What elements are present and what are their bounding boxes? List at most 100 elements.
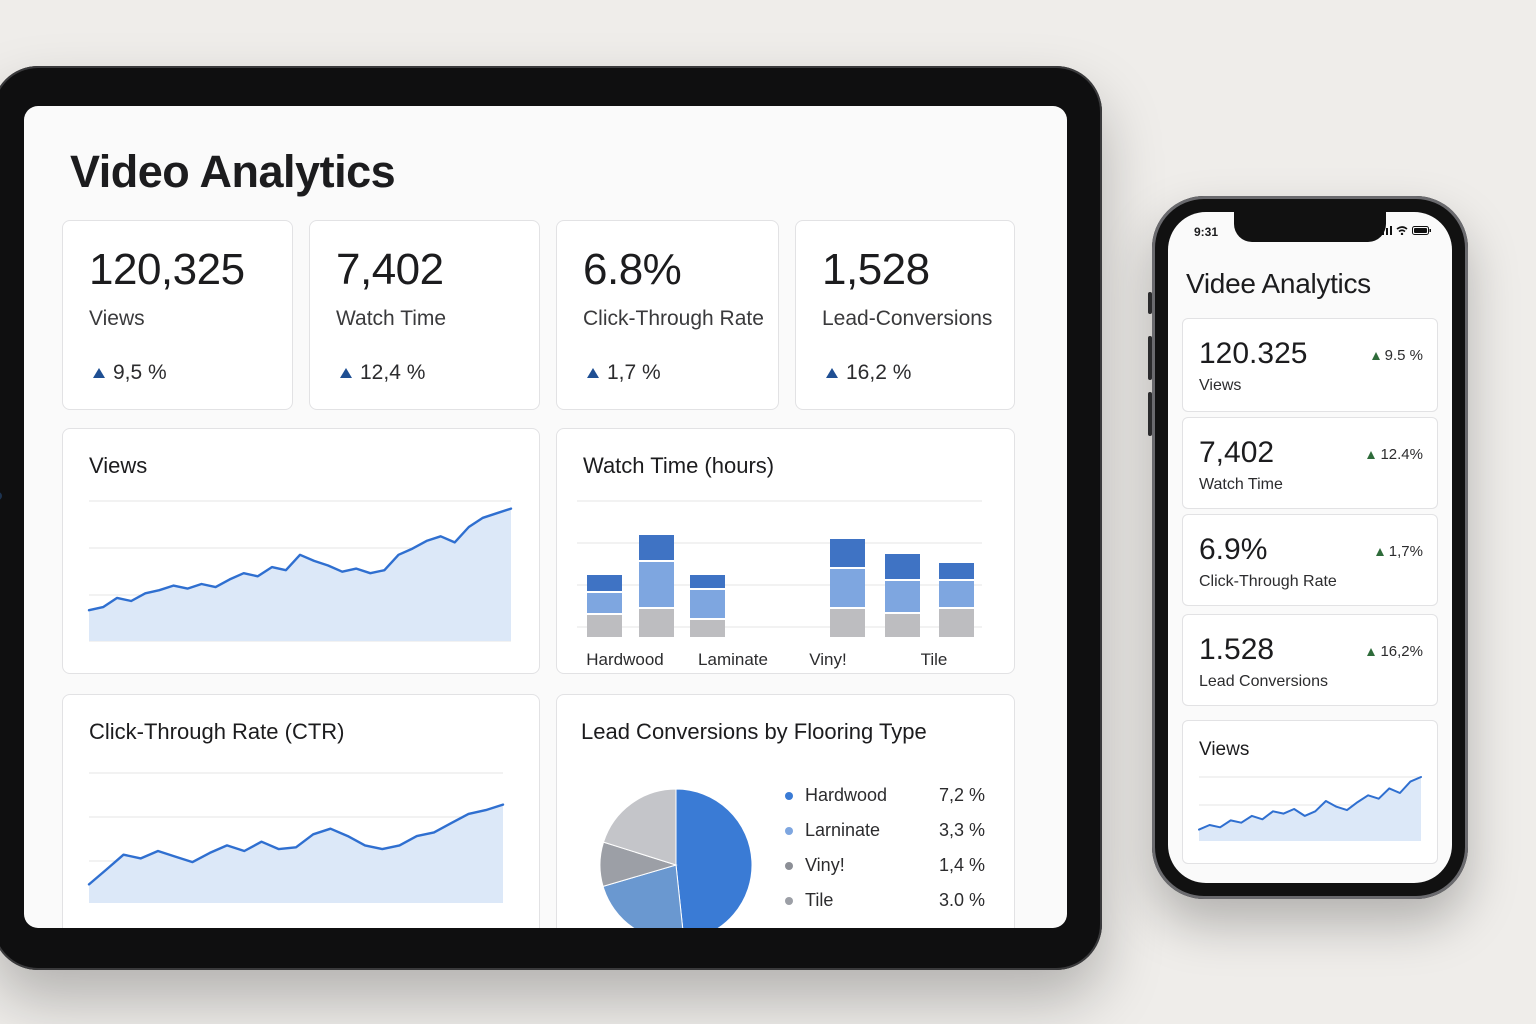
legend-value: 3.0 %: [938, 890, 985, 910]
kpi-delta: 12.4%: [1367, 446, 1423, 463]
status-icons: [1378, 226, 1432, 235]
kpi-value: 6.9%: [1199, 533, 1268, 566]
kpi-card-ctr[interactable]: 6.9% Click-Through Rate 1,7%: [1182, 514, 1438, 606]
bar-segment: [939, 609, 974, 637]
ctr-chart-card[interactable]: Click-Through Rate (CTR): [62, 694, 540, 928]
wifi-icon: [1396, 226, 1408, 235]
kpi-value: 1,528: [822, 245, 930, 294]
bar-segment: [587, 593, 622, 613]
kpi-delta-value: 16,2%: [1380, 643, 1423, 660]
kpi-value: 7,402: [1199, 436, 1275, 469]
legend-value: 3,3 %: [938, 820, 985, 840]
kpi-value: 120,325: [89, 245, 245, 294]
legend-dot: [785, 826, 793, 835]
kpi-label: Click-Through Rate: [1199, 573, 1337, 590]
legend-label: Tile: [805, 890, 834, 910]
kpi-value: 7,402: [336, 245, 444, 294]
phone-hardware-button: [1148, 336, 1152, 380]
kpi-delta-value: 16,2 %: [846, 361, 912, 384]
kpi-card-views[interactable]: 120.325 Views 9.5 %: [1182, 318, 1438, 412]
legend-item: Tile 3.0 %: [785, 890, 985, 911]
kpi-delta: 9,5 %: [93, 361, 167, 385]
views-line-chart: [87, 500, 513, 642]
area-fill: [89, 508, 511, 641]
bar-segment: [690, 590, 725, 618]
kpi-value: 1.528: [1199, 633, 1275, 666]
phone-notch: [1234, 212, 1386, 242]
bar-segment: [885, 614, 920, 637]
legend-label: Viny!: [805, 855, 845, 875]
trend-up-icon: [1367, 647, 1376, 656]
legend-label: Larninate: [805, 820, 881, 840]
lead-conversions-pie-chart: [599, 788, 753, 928]
trend-up-icon: [1367, 450, 1376, 459]
legend-dot: [785, 861, 793, 870]
kpi-delta-value: 12.4%: [1380, 446, 1423, 463]
bar-segment: [587, 615, 622, 637]
x-tick-label: Viny!: [809, 650, 847, 669]
kpi-delta: 16,2 %: [826, 361, 911, 385]
pie-slice: [602, 788, 677, 866]
bar-segment: [587, 575, 622, 591]
kpi-delta-value: 1,7%: [1388, 543, 1423, 560]
ctr-line-chart: [87, 772, 505, 903]
page-title: Videe Analytics: [1186, 268, 1371, 299]
signal-icon: [1378, 226, 1392, 235]
kpi-label: Click-Through Rate: [583, 307, 764, 330]
phone-hardware-button: [1148, 292, 1152, 314]
x-tick-label: Hardwood: [586, 650, 664, 669]
page-title: Video Analytics: [70, 146, 396, 197]
kpi-label: Views: [89, 307, 145, 330]
kpi-card-watch-time[interactable]: 7,402 Watch Time 12,4 %: [309, 220, 540, 410]
bar-segment: [639, 562, 674, 607]
kpi-value: 6.8%: [583, 245, 682, 294]
bar-segment: [830, 539, 865, 567]
kpi-delta: 1,7 %: [587, 361, 661, 385]
pie-slice: [675, 788, 753, 928]
lead-conversions-chart-card[interactable]: Lead Conversions by Flooring Type Hardwo…: [556, 694, 1015, 928]
trend-up-icon: [826, 368, 838, 378]
views-line-chart: [1198, 776, 1422, 841]
kpi-delta-value: 9,5 %: [113, 361, 167, 384]
legend-label: Hardwood: [805, 785, 888, 805]
phone-hardware-button: [1148, 392, 1152, 436]
kpi-label: Lead Conversions: [1199, 673, 1328, 690]
kpi-label: Lead-Conversions: [822, 307, 993, 330]
kpi-card-lead-conversions[interactable]: 1.528 Lead Conversions 16,2%: [1182, 614, 1438, 706]
series-line: [1198, 776, 1422, 831]
legend-value: 7,2 %: [938, 785, 985, 805]
chart-title: Watch Time (hours): [583, 453, 775, 478]
bar-segment: [939, 581, 974, 607]
status-time: 9:31: [1194, 225, 1219, 239]
kpi-delta: 9.5 %: [1371, 347, 1423, 364]
bar-segment: [885, 581, 920, 612]
trend-up-icon: [93, 368, 105, 378]
trend-up-icon: [1371, 351, 1380, 360]
legend-dot: [785, 791, 793, 800]
legend-item: Viny! 1,4 %: [785, 855, 985, 876]
bar-segment: [939, 563, 974, 579]
bar-segment: [639, 535, 674, 560]
phone-device: 9:31 Videe Analytics 120.325 Views 9.5 %…: [1148, 196, 1468, 899]
phone-screen: 9:31 Videe Analytics 120.325 Views 9.5 %…: [1168, 212, 1452, 883]
views-chart-card[interactable]: Views: [1182, 720, 1438, 864]
battery-icon: [1412, 226, 1431, 235]
chart-title: Views: [1199, 739, 1250, 760]
kpi-label: Watch Time: [1199, 476, 1283, 493]
kpi-card-ctr[interactable]: 6.8% Click-Through Rate 1,7 %: [556, 220, 779, 410]
bar-segment: [830, 569, 865, 607]
kpi-card-lead-conversions[interactable]: 1,528 Lead-Conversions 16,2 %: [795, 220, 1015, 410]
legend-dot: [785, 896, 793, 905]
trend-up-icon: [587, 368, 599, 378]
x-tick-label: Laminate: [698, 650, 768, 669]
area-fill: [89, 804, 503, 903]
kpi-delta-value: 12,4 %: [360, 361, 426, 384]
watch-time-chart-card[interactable]: Watch Time (hours) Hardwood Laminate Viny!…: [556, 428, 1015, 674]
kpi-card-views[interactable]: 120,325 Views 9,5 %: [62, 220, 293, 410]
kpi-label: Watch Time: [336, 307, 447, 330]
kpi-value: 120.325: [1199, 337, 1308, 370]
trend-up-icon: [1375, 547, 1384, 556]
legend-item: Larninate 3,3 %: [785, 820, 985, 841]
views-chart-card[interactable]: Views: [62, 428, 540, 674]
kpi-card-watch-time[interactable]: 7,402 Watch Time 12.4%: [1182, 417, 1438, 509]
